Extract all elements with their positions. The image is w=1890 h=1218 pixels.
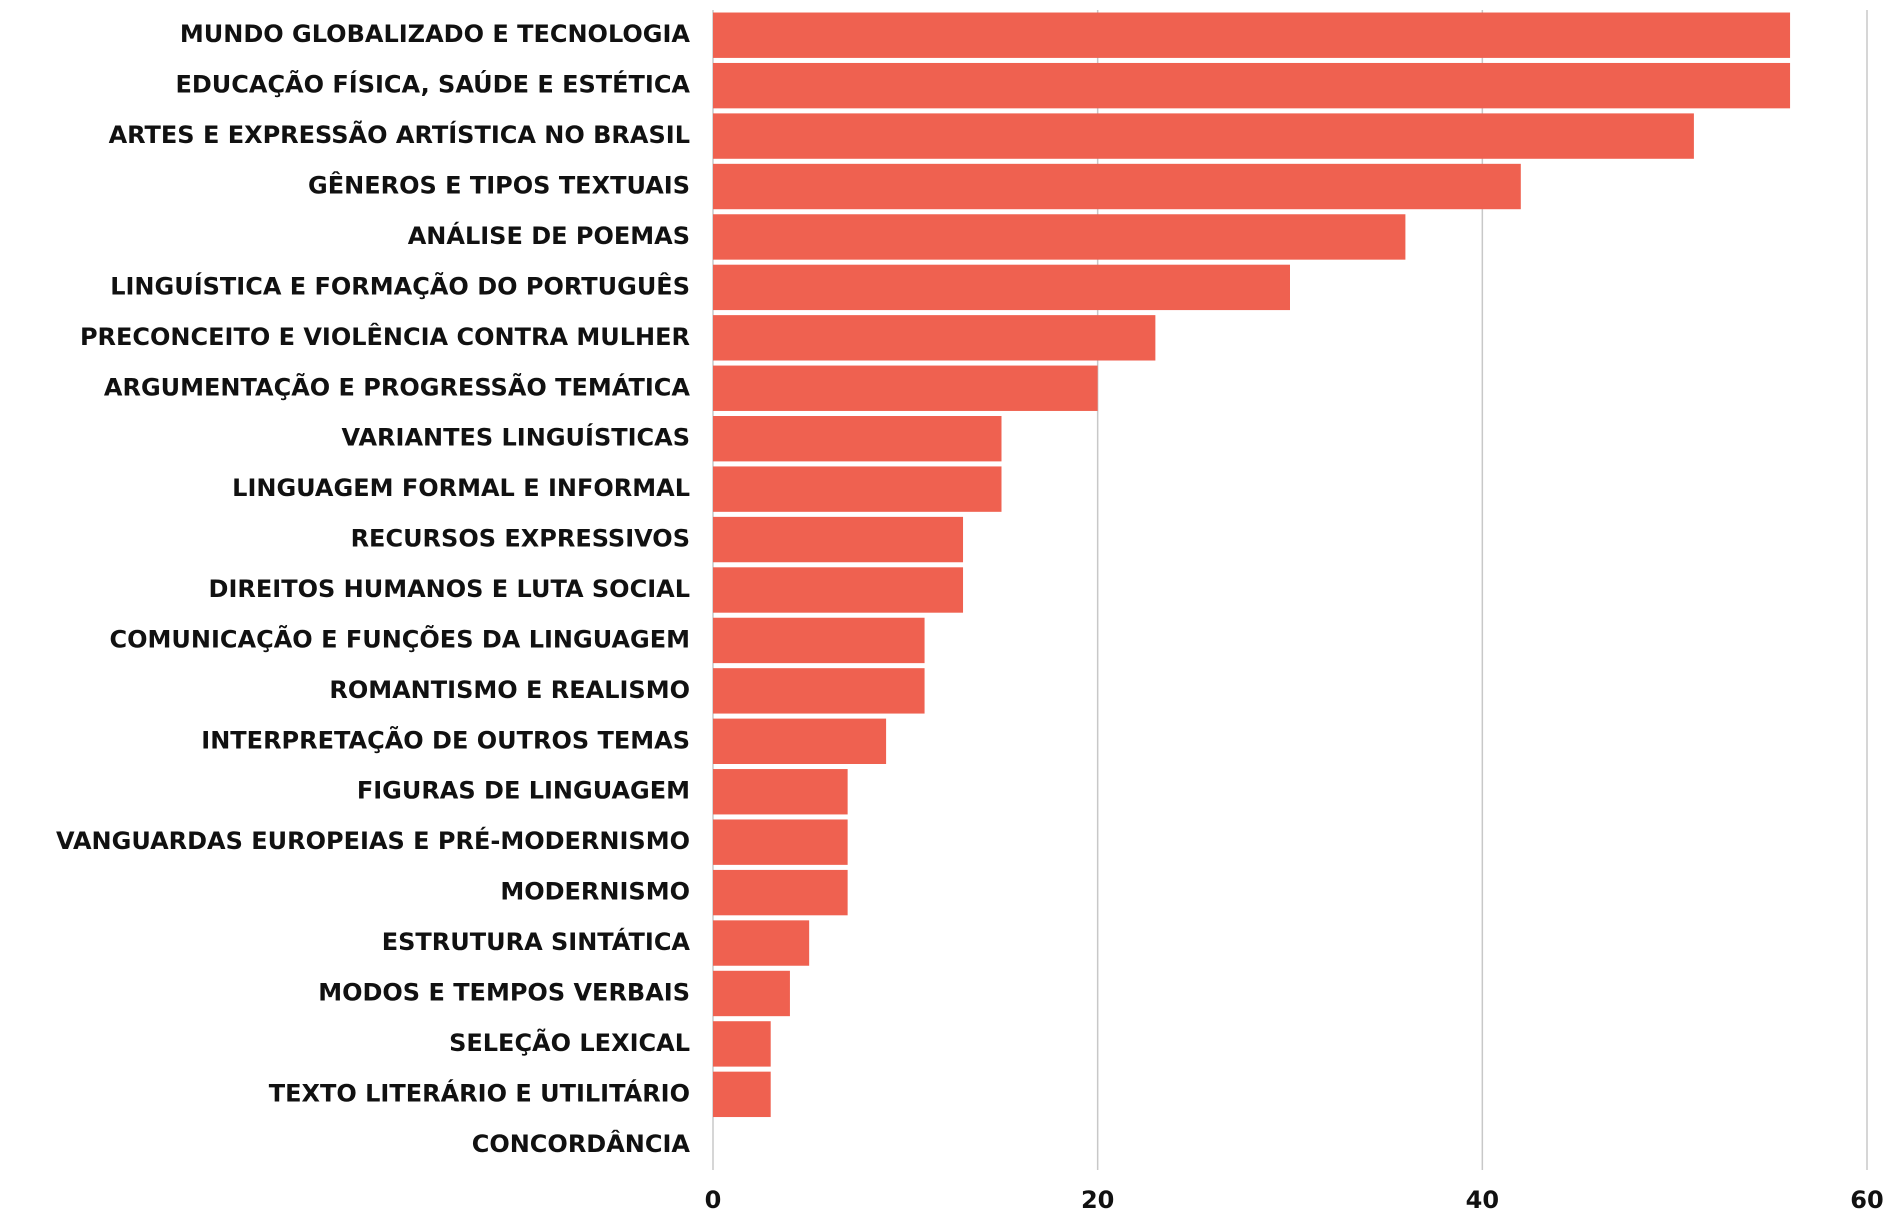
bar	[713, 466, 1002, 512]
bar	[713, 617, 925, 664]
bar	[713, 769, 848, 815]
bar	[713, 12, 1791, 58]
y-tick-label: INTERPRETAÇÃO DE OUTROS TEMAS	[201, 725, 690, 754]
x-tick-label: 0	[705, 1186, 722, 1214]
y-tick-label: COMUNICAÇÃO E FUNÇÕES DA LINGUAGEM	[110, 623, 690, 653]
bar	[713, 819, 848, 865]
y-tick-label: VARIANTES LINGUÍSTICAS	[342, 423, 690, 452]
y-tick-label: MODOS E TEMPOS VERBAIS	[318, 978, 690, 1006]
y-tick-label: ANÁLISE DE POEMAS	[408, 221, 690, 250]
bar	[713, 1071, 771, 1118]
y-tick-label: MUNDO GLOBALIZADO E TECNOLOGIA	[180, 20, 691, 48]
y-tick-label: LINGUÍSTICA E FORMAÇÃO DO PORTUGUÊS	[110, 271, 690, 300]
y-tick-label: LINGUAGEM FORMAL E INFORMAL	[232, 474, 690, 502]
y-tick-label: ARGUMENTAÇÃO E PROGRESSÃO TEMÁTICA	[104, 372, 691, 401]
bar	[713, 365, 1098, 411]
y-tick-label: FIGURAS DE LINGUAGEM	[357, 777, 690, 805]
bar	[713, 869, 848, 916]
x-tick-label: 60	[1850, 1186, 1883, 1214]
bar	[713, 970, 790, 1017]
y-tick-label: TEXTO LITERÁRIO E UTILITÁRIO	[269, 1078, 690, 1107]
y-tick-label: ROMANTISMO E REALISMO	[329, 676, 690, 704]
y-tick-label: RECURSOS EXPRESSIVOS	[351, 525, 690, 553]
bar	[713, 1021, 771, 1067]
x-tick-label: 40	[1466, 1186, 1499, 1214]
bar	[713, 113, 1694, 159]
bar	[713, 668, 925, 714]
bar	[713, 920, 810, 966]
bar	[713, 718, 887, 764]
y-tick-label: DIREITOS HUMANOS E LUTA SOCIAL	[209, 575, 690, 603]
x-tick-label: 20	[1081, 1186, 1114, 1214]
y-tick-label: GÊNEROS E TIPOS TEXTUAIS	[308, 171, 690, 200]
bar	[713, 214, 1406, 260]
y-tick-label: EDUCAÇÃO FÍSICA, SAÚDE E ESTÉTICA	[175, 69, 690, 99]
y-tick-label: VANGUARDAS EUROPEIAS E PRÉ-MODERNISMO	[56, 826, 690, 855]
bar	[713, 163, 1521, 210]
bar	[713, 567, 964, 613]
bar	[713, 62, 1791, 109]
y-tick-label: ARTES E EXPRESSÃO ARTÍSTICA NO BRASIL	[109, 120, 690, 149]
bar	[713, 315, 1156, 361]
y-tick-label: SELEÇÃO LEXICAL	[449, 1028, 690, 1057]
y-tick-label: ESTRUTURA SINTÁTICA	[382, 927, 691, 956]
bar	[713, 416, 1002, 462]
y-tick-label: PRECONCEITO E VIOLÊNCIA CONTRA MULHER	[80, 322, 690, 351]
bar	[713, 264, 1290, 311]
y-tick-label: MODERNISMO	[500, 878, 690, 906]
bar	[713, 516, 964, 563]
y-tick-label: CONCORDÂNCIA	[472, 1129, 691, 1158]
